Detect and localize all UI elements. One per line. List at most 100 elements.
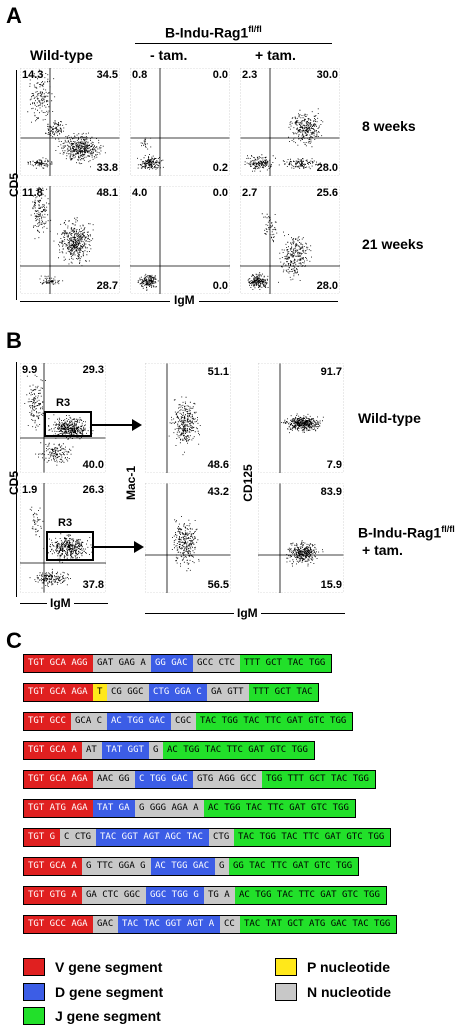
q-ur: 26.3 [82,484,104,496]
q-lr: 37.8 [82,579,104,591]
segment-v: TGT GCC AGA [24,916,93,933]
segment-v: TGT GCA AGA [24,771,93,788]
segment-n: GCC CTC [193,655,240,672]
segment-n: CG GGC [107,684,149,701]
q-lr: 28.0 [316,280,338,292]
panel-b-cd125-label: CD125 [241,464,255,502]
segment-n: AT [82,742,102,759]
q-lr: 15.9 [320,579,342,591]
sequence-row: TGT GCA A AT TAT GGT G AC TGG TAC TTC GAT GT… [23,741,315,760]
segment-n: G TTC GGA G [82,858,151,875]
segment-n: GAT GAG A [93,655,151,672]
segment-v: TGT GCA AGG [24,655,93,672]
gate-r3-label: R3 [56,397,71,409]
segment-n: G [149,742,163,759]
legend-n-label: N nucleotide [307,984,392,1000]
legend-p-label: P nucleotide [307,959,390,975]
panel-a-letter: A [6,3,22,28]
segment-d: GGC TGG G [146,887,204,904]
sequence-row: TGT GCA AGA T CG GGC CTG GGA C GA GTT TTT GCT… [23,683,319,702]
q-lr: 40.0 [82,459,104,471]
q-lr: 0.2 [212,162,228,174]
panel-a-x-axis-label: IgM [170,293,199,307]
segment-j: TGG TTT GCT TAC TGG [262,771,375,788]
segment-j: TTT GCT TAC TGG [240,655,331,672]
q-ur: 0.0 [212,69,228,81]
q-ur: 30.0 [316,69,338,81]
plot-a-plus-8w: 2.3 30.0 28.0 [240,68,340,176]
legend-j: J gene segment [23,1007,161,1025]
q-lr: 0.0 [212,280,228,292]
col-header-wildtype: Wild-type [30,47,93,63]
q-ur: 91.7 [320,366,342,378]
plot-a-wt-21w: 11.8 48.1 28.7 [20,186,120,294]
q-ul: 11.8 [22,187,43,199]
q-ul: 2.7 [242,187,258,199]
segment-d: TAC GGT AGT AGC TAC [96,829,209,846]
sequence-row: TGT GCA AGA AAC GG C TGG GAC GTG AGG GCC TGG… [23,770,376,789]
panel-b-row-label-wt: Wild-type [358,410,421,426]
plot-a-wt-8w: 14.3 34.5 33.8 [20,68,120,176]
segment-j: AC TGG TAC TTC GAT GTC TGG [204,800,355,817]
plot-a-minus-21w: 4.0 0.0 0.0 [130,186,230,294]
legend-v-label: V gene segment [55,959,163,975]
group-header-text: B-Indu-Rag1 [165,24,249,41]
segment-d: C TGG GAC [135,771,193,788]
panel-a-y-axis-line [16,70,17,300]
sequence-row: TGT GCA AGG GAT GAG A GG GAC GCC CTC TTT GCT… [23,654,332,673]
segment-d: AC TGG GAC [107,713,171,730]
gate-r3-box [46,531,94,561]
q-ur: 51.1 [207,366,229,378]
legend-v: V gene segment [23,958,162,976]
q-lr: 48.6 [207,459,229,471]
legend-v-swatch [23,958,45,976]
plot-b-mac1-rag1: 43.2 56.5 [145,483,231,593]
segment-j: TAC TGG TAC TTC GAT GTC TGG [196,713,352,730]
legend-d-swatch [23,983,45,1001]
segment-n: TG A [204,887,235,904]
segment-n: GTG AGG GCC [193,771,262,788]
gate-arrow-2 [94,541,144,553]
segment-n: G GGG AGA A [135,800,204,817]
plot-b-cd5-rag1: R3 1.9 26.3 37.8 [20,483,106,593]
segment-n: G [215,858,229,875]
panel-b-igm-label-2: IgM [234,606,261,620]
segment-v: TGT G [24,829,60,846]
q-ur: 83.9 [320,486,342,498]
panel-b-row-label-tam: + tam. [362,542,403,558]
segment-n: AAC GG [93,771,135,788]
panel-b-igm-label-1: IgM [47,596,74,610]
segment-v: TGT GCA A [24,858,82,875]
plot-b-mac1-wt: 51.1 48.6 [145,363,231,473]
q-ul: 9.9 [22,364,38,376]
segment-j: GG TAC TTC GAT GTC TGG [229,858,358,875]
panel-b-cd5-label: CD5 [7,471,21,496]
legend-j-label: J gene segment [55,1008,161,1024]
segment-d: CTG GGA C [149,684,207,701]
segment-n: GAC [93,916,118,933]
segment-n: CC [220,916,240,933]
col-header-minus-tam: - tam. [150,47,188,63]
segment-j: TTT GCT TAC [249,684,318,701]
segment-d: TAT GA [93,800,135,817]
legend-p: P nucleotide [275,958,390,976]
panel-c-letter: C [6,628,22,653]
q-ul: 2.3 [242,69,258,81]
legend-d-label: D gene segment [55,984,164,1000]
segment-d: GG GAC [151,655,193,672]
legend-j-swatch [23,1007,45,1025]
q-ul: 4.0 [132,187,148,199]
legend-p-swatch [275,958,297,976]
sequence-row: TGT ATG AGA TAT GA G GGG AGA A AC TGG TAC T… [23,799,356,818]
q-ul: 1.9 [22,484,38,496]
segment-n: CTG [209,829,234,846]
gate-r3-box [44,411,92,437]
segment-n: C CTG [60,829,96,846]
plot-b-cd5-wt: R3 9.9 29.3 40.0 [20,363,106,473]
segment-v: TGT GCA A [24,742,82,759]
q-lr: 7.9 [326,459,342,471]
segment-j: AC TGG TAC TTC GAT GTC TGG [235,887,386,904]
q-ul: 14.3 [22,69,44,81]
q-ur: 34.5 [96,69,118,81]
gate-r3-label: R3 [58,517,73,529]
